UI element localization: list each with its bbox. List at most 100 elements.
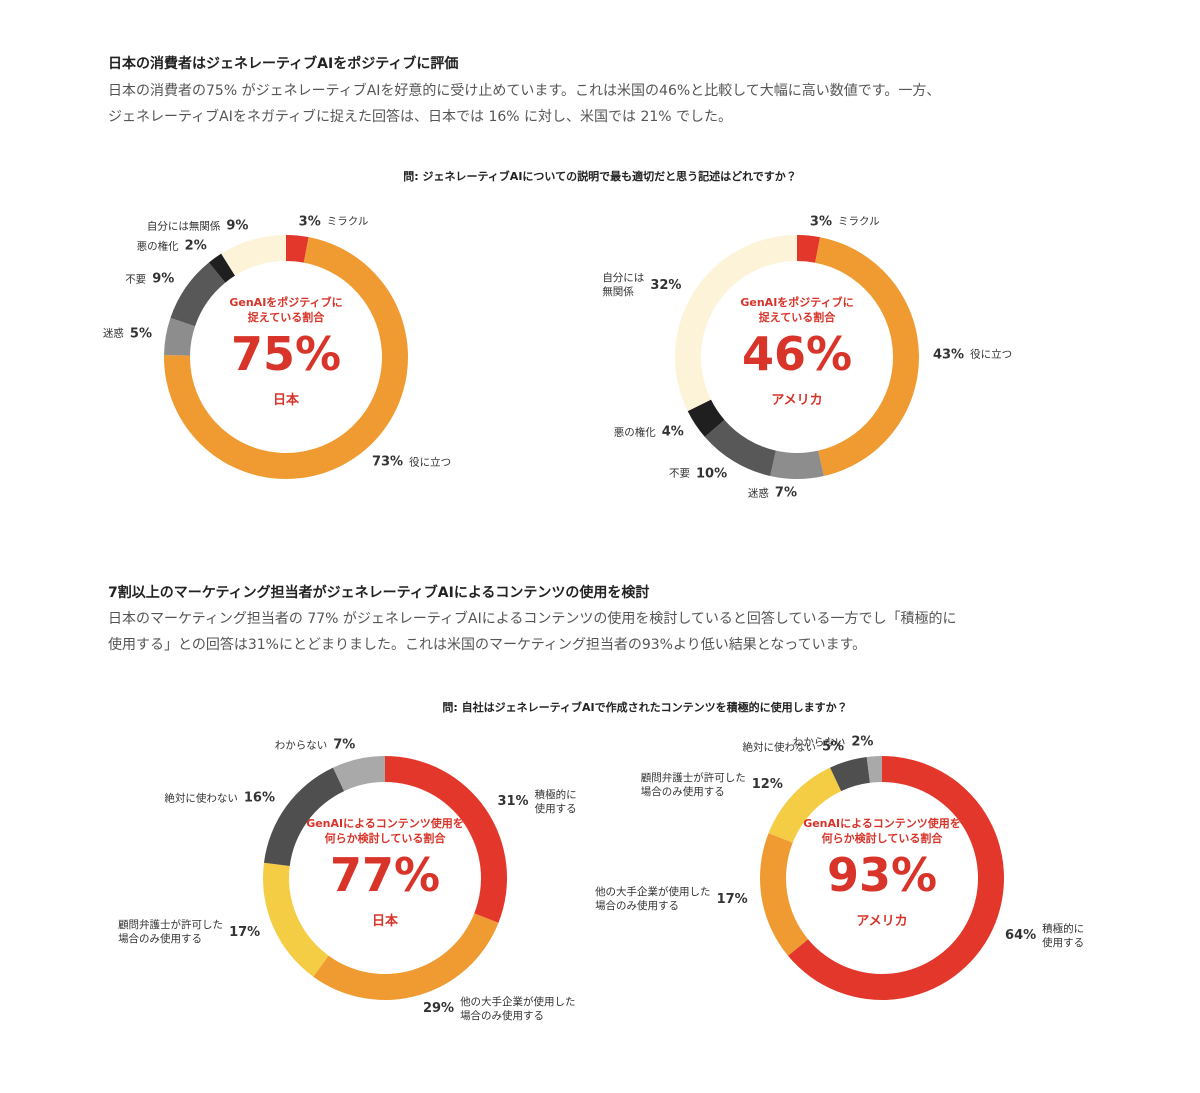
- donut-slice: [787, 756, 1004, 1000]
- slice-label: 顧問弁護士が許可した 場合のみ使用する 17%: [118, 918, 260, 946]
- slice-name: 迷惑: [102, 327, 124, 340]
- paragraph-line: 日本の消費者の75% がジェネレーティブAIを好意的に受け止めています。これは米…: [108, 83, 941, 99]
- slice-label: 29% 他の大手企業が使用した 場合のみ使用する: [423, 995, 576, 1023]
- donut-slice: [208, 253, 236, 283]
- slice-name: 他の大手企業が使用した 場合のみ使用する: [460, 995, 576, 1022]
- slice-name: 自分には無関係: [146, 220, 221, 233]
- slice-name: 役に立つ: [409, 456, 452, 469]
- donut-slice: [333, 756, 385, 792]
- slice-value-label: 4%: [661, 424, 684, 440]
- slice-label: 31% 積極的に 使用する: [497, 788, 576, 816]
- donut-slice: [704, 419, 776, 477]
- center-country: アメリカ: [771, 393, 823, 408]
- slice-label: 64% 積極的に 使用する: [1005, 922, 1084, 950]
- donut-slice: [221, 235, 286, 276]
- slice-name: ミラクル: [838, 215, 880, 228]
- donut-slice: [170, 262, 226, 327]
- slice-value-label: 5%: [821, 739, 845, 755]
- slice-value-label: 2%: [184, 238, 207, 254]
- center-value: 93%: [826, 848, 938, 902]
- slice-value-label: 9%: [226, 218, 249, 234]
- donut-slice: [313, 913, 499, 1000]
- slice-label: 3% ミラクル: [299, 214, 369, 229]
- slice-name: 他の大手企業が使用した 場合のみ使用する: [595, 886, 711, 913]
- slice-value-label: 7%: [774, 485, 797, 501]
- slice-value-label: 31%: [497, 794, 529, 810]
- slice-name: 顧問弁護士が許可した 場合のみ使用する: [118, 919, 224, 945]
- donut-slice: [263, 767, 345, 866]
- section-heading: 7割以上のマーケティング担当者がジェネレーティブAIによるコンテンツの使用を検討: [108, 585, 650, 601]
- slice-value-label: 17%: [716, 891, 748, 907]
- slice-label: 3% ミラクル: [810, 214, 880, 229]
- slice-label: 自分には 無関係 32%: [602, 271, 681, 299]
- center-caption: GenAIによるコンテンツ使用を 何らか検討している割合: [803, 817, 961, 845]
- slice-value-label: 43%: [932, 347, 965, 363]
- slice-label: 絶対に使わない 16%: [164, 791, 275, 806]
- donut-slice: [768, 767, 842, 843]
- center-country: アメリカ: [856, 914, 908, 929]
- donut-slice: [797, 235, 821, 263]
- slice-label: 迷惑 7%: [748, 486, 797, 501]
- chart-question: 問: ジェネレーティブAIについての説明で最も適切だと思う記述はどれですか？: [403, 170, 797, 183]
- slice-label: 悪の権化 4%: [614, 425, 684, 440]
- section-heading: 日本の消費者はジェネレーティブAIをポジティブに評価: [108, 56, 459, 72]
- center-value: 75%: [230, 327, 342, 381]
- slice-name: 積極的に 使用する: [1042, 922, 1085, 949]
- slice-value-label: 2%: [851, 734, 874, 750]
- slice-value-label: 7%: [333, 737, 356, 753]
- slice-label: 不要 10%: [669, 466, 727, 481]
- donut-slice: [815, 237, 919, 477]
- slice-name: 不要: [125, 273, 147, 286]
- paragraph-line: 使用する」との回答は31%にとどまりました。これは米国のマーケティング担当者の9…: [108, 637, 867, 653]
- slice-value-label: 32%: [650, 277, 682, 293]
- slice-value-label: 3%: [809, 214, 832, 230]
- slice-name: わからない: [792, 736, 846, 749]
- center-value: 46%: [741, 327, 853, 381]
- slice-label: 43% 役に立つ: [933, 347, 1012, 362]
- chart-question: 問: 自社はジェネレーティブAIで作成されたコンテンツを積極的に使用しますか？: [442, 701, 848, 714]
- slice-name: 不要: [669, 467, 691, 480]
- slice-label: 73% 役に立つ: [372, 455, 451, 470]
- donut-slice: [385, 756, 507, 923]
- center-caption: GenAIをポジティブに 捉えている割合: [740, 296, 854, 324]
- slice-name: 絶対に使わない: [164, 792, 238, 805]
- slice-value-label: 12%: [751, 777, 783, 793]
- donut-slice: [286, 235, 309, 263]
- slice-value-label: 3%: [298, 214, 321, 230]
- slice-value-label: 17%: [229, 924, 261, 940]
- slice-value-label: 5%: [129, 326, 152, 342]
- donut-slice: [760, 833, 809, 956]
- donut-slice: [675, 234, 797, 412]
- center-caption: GenAIによるコンテンツ使用を 何らか検討している割合: [306, 817, 464, 845]
- slice-value-label: 64%: [1005, 928, 1037, 944]
- center-value: 77%: [329, 848, 441, 902]
- center-country: 日本: [371, 914, 399, 929]
- center-caption: GenAIをポジティブに 捉えている割合: [229, 296, 343, 324]
- slice-name: 顧問弁護士が許可した 場合のみ使用する: [640, 771, 746, 798]
- slice-name: 迷惑: [747, 487, 769, 499]
- slice-name: 積極的に 使用する: [534, 788, 577, 815]
- slice-name: 悪の権化: [613, 426, 656, 439]
- slice-value-label: 16%: [243, 790, 275, 806]
- paragraph-line: ジェネレーティブAIをネガティブに捉えた回答は、日本では 16% に対し、米国で…: [108, 109, 733, 125]
- slice-name: 自分には 無関係: [602, 272, 645, 299]
- donut-slice: [263, 862, 329, 977]
- donut-slice: [687, 399, 725, 437]
- slice-label: 不要 9%: [125, 272, 174, 287]
- slice-value-label: 29%: [422, 1001, 455, 1017]
- slice-label: 絶対に使わない 5%: [742, 740, 844, 755]
- slice-name: 役に立つ: [970, 348, 1013, 361]
- slice-name: 絶対に使わない: [742, 741, 816, 754]
- slice-name: ミラクル: [326, 215, 369, 228]
- slice-label: 悪の権化 2%: [137, 239, 207, 254]
- slice-label: 他の大手企業が使用した 場合のみ使用する 17%: [595, 885, 748, 913]
- slice-label: わからない 2%: [793, 735, 874, 750]
- slice-label: わからない 7%: [275, 738, 356, 753]
- slice-label: 自分には無関係 9%: [147, 219, 249, 234]
- slice-value-label: 9%: [152, 271, 175, 287]
- slice-value-label: 73%: [371, 454, 404, 470]
- slice-name: 悪の権化: [136, 240, 179, 253]
- donut-slice: [866, 756, 882, 783]
